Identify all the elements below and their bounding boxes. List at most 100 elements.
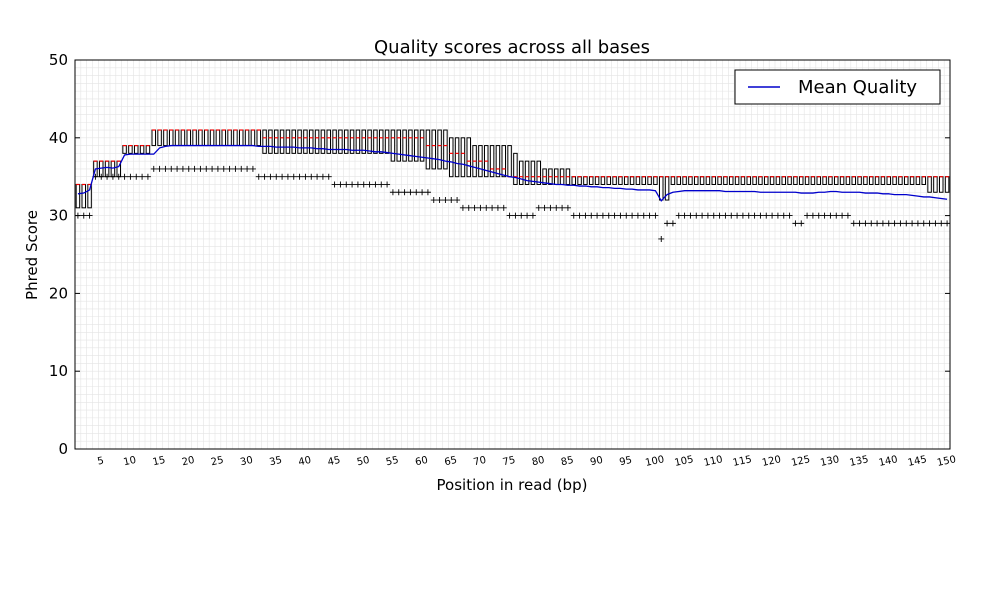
box: [892, 176, 897, 185]
box: [734, 176, 740, 185]
p10-marker: [804, 212, 811, 219]
p10-marker: [681, 212, 688, 219]
p10-marker: [658, 235, 665, 242]
box: [169, 129, 174, 147]
p10-marker: [314, 173, 321, 180]
p10-marker: [489, 204, 496, 211]
y-tick-label: 20: [49, 284, 68, 302]
p10-marker: [699, 212, 706, 219]
box: [589, 176, 594, 185]
p10-marker: [302, 173, 309, 180]
legend: Mean Quality: [734, 69, 941, 105]
x-tick-label: 145: [907, 454, 928, 469]
box: [781, 176, 786, 185]
p10-marker: [494, 204, 501, 211]
p10-marker: [372, 181, 379, 188]
p10-marker: [413, 189, 420, 196]
box: [612, 176, 617, 185]
box: [909, 176, 915, 185]
p10-marker: [693, 212, 700, 219]
p10-marker: [162, 165, 169, 172]
p10-marker: [168, 165, 175, 172]
box: [291, 129, 296, 154]
box: [863, 176, 868, 185]
p10-marker: [483, 204, 490, 211]
box: [139, 145, 145, 154]
p10-marker: [337, 181, 344, 188]
p10-marker: [290, 173, 297, 180]
box: [688, 176, 693, 185]
p10-marker: [792, 220, 799, 227]
box: [577, 176, 582, 185]
box: [828, 176, 833, 185]
x-tick-label: 85: [560, 455, 575, 468]
p10-marker: [757, 212, 764, 219]
p10-marker: [238, 165, 245, 172]
x-tick-label: 125: [790, 454, 811, 469]
p10-marker: [255, 173, 262, 180]
box: [606, 176, 611, 185]
box: [933, 176, 938, 193]
x-tick-label: 140: [878, 454, 899, 469]
box: [507, 145, 512, 178]
box: [285, 129, 291, 154]
p10-marker: [891, 220, 898, 227]
x-tick-label: 10: [123, 455, 138, 468]
x-tick-label: 110: [703, 454, 724, 469]
box: [886, 176, 891, 185]
p10-marker: [244, 165, 251, 172]
box: [443, 129, 448, 170]
x-tick-label: 115: [732, 454, 753, 469]
box: [810, 176, 816, 185]
chart-title: Quality scores across all bases: [374, 37, 650, 58]
p10-marker: [594, 212, 601, 219]
p10-marker: [524, 212, 531, 219]
box: [215, 129, 221, 147]
p10-marker: [885, 220, 892, 227]
p10-marker: [629, 212, 636, 219]
p10-marker: [419, 189, 426, 196]
y-tick-label: 50: [49, 51, 68, 69]
box: [839, 176, 845, 185]
box: [501, 145, 506, 178]
box: [717, 176, 722, 185]
box: [379, 129, 384, 154]
p10-marker: [611, 212, 618, 219]
box: [787, 176, 792, 185]
p10-marker: [378, 181, 385, 188]
p10-marker: [296, 173, 303, 180]
p10-marker: [821, 212, 828, 219]
box: [338, 129, 343, 154]
box: [361, 129, 366, 154]
p10-marker: [179, 165, 186, 172]
x-tick-label: 5: [97, 456, 106, 468]
p10-marker: [704, 212, 711, 219]
p10-marker: [909, 220, 916, 227]
box: [309, 129, 314, 154]
box: [513, 152, 518, 185]
x-tick-label: 105: [674, 454, 695, 469]
box: [799, 176, 804, 185]
box: [408, 129, 413, 162]
box: [209, 129, 215, 147]
box: [326, 129, 331, 154]
p10-marker: [652, 212, 659, 219]
box: [874, 176, 880, 185]
box: [466, 137, 471, 178]
p10-marker: [366, 181, 373, 188]
box: [653, 176, 658, 185]
p10-marker: [203, 165, 210, 172]
y-axis-label: Phred Score: [23, 210, 41, 300]
box: [635, 176, 641, 185]
p10-marker: [914, 220, 921, 227]
p10-marker: [401, 189, 408, 196]
box: [390, 129, 396, 162]
box: [145, 145, 151, 154]
p10-marker: [331, 181, 338, 188]
p10-marker: [786, 212, 793, 219]
p10-marker: [144, 173, 151, 180]
box: [624, 176, 629, 185]
box: [927, 176, 932, 193]
p10-marker: [261, 173, 268, 180]
box: [355, 129, 361, 154]
